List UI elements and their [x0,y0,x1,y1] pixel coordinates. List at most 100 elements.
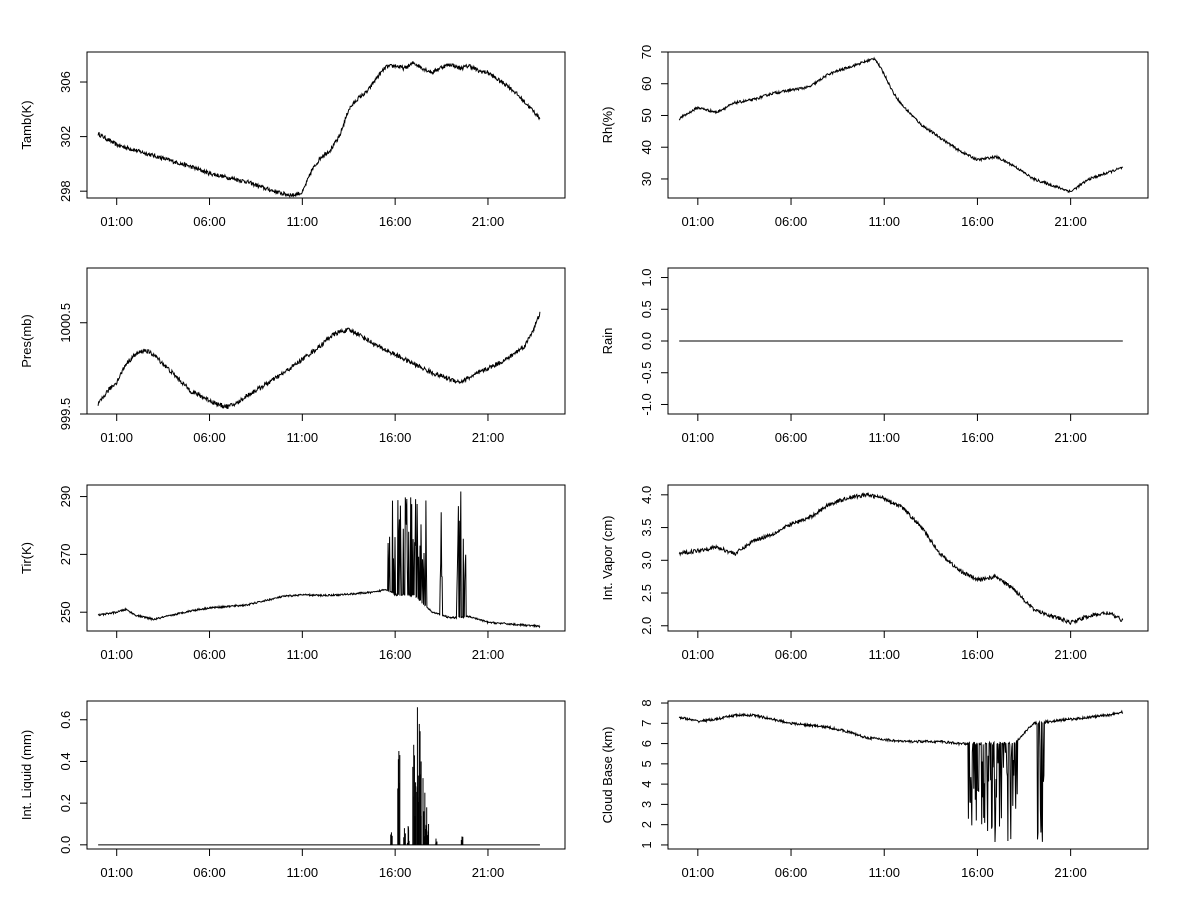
x-tick-label: 21:00 [1054,865,1087,880]
x-tick-label: 21:00 [1054,430,1087,445]
y-tick-label: 3.5 [639,519,654,537]
chart-panel-5: 01:00 06:00 11:00 16:00 21:00 250 270 290 Tir(K) [19,484,566,662]
series-line [97,491,541,629]
x-tick-label: 06:00 [193,214,226,229]
x-tick-label: 11:00 [868,214,900,229]
y-tick-label: 7 [639,720,654,727]
y-tick-label: 50 [639,108,654,122]
series-line [97,61,541,198]
y-tick-label: 290 [58,486,73,508]
y-axis-label: Tamb(K) [19,100,34,149]
x-tick-label: 16:00 [961,865,994,880]
y-tick-label: 5 [639,760,654,767]
y-tick-label: 0.0 [639,332,654,350]
x-tick-label: 16:00 [379,647,412,662]
x-tick-label: 01:00 [682,430,715,445]
y-tick-label: 2 [639,821,654,828]
y-tick-label: 2.5 [639,584,654,602]
plot-frame [86,484,566,632]
x-tick-label: 16:00 [961,214,994,229]
x-tick-label: 06:00 [775,647,808,662]
x-tick-label: 06:00 [193,647,226,662]
y-tick-label: 60 [639,77,654,91]
y-tick-label: 0.4 [58,752,73,770]
x-tick-label: 21:00 [472,865,505,880]
plot-frame [667,484,1149,632]
x-tick-label: 16:00 [961,430,994,445]
x-tick-label: 01:00 [100,214,133,229]
y-tick-label: 1 [639,841,654,848]
x-tick-label: 06:00 [775,430,808,445]
y-tick-label: 250 [58,601,73,623]
x-tick-label: 01:00 [100,430,133,445]
series-line [678,56,1124,194]
x-tick-label: 11:00 [868,647,900,662]
y-tick-label: 0.2 [58,794,73,812]
chart-panel-2: 01:00 06:00 11:00 16:00 21:00 30 40 50 60 70 Rh(%) [600,45,1149,229]
plot-frame [86,267,566,415]
y-tick-label: 1.0 [639,268,654,286]
y-tick-label: 0.6 [58,711,73,729]
chart-panel-4: 01:00 06:00 11:00 16:00 21:00 -1.0 -0.5 0.0 0.5 1… [600,267,1149,445]
y-axis-label: Pres(mb) [19,314,34,367]
x-tick-label: 11:00 [868,865,900,880]
x-tick-label: 16:00 [379,865,412,880]
x-tick-label: 21:00 [1054,647,1087,662]
chart-panel-8: 01:00 06:00 11:00 16:00 21:00 1 2 3 4 5 6 7 8 Cloud B… [600,699,1149,880]
x-tick-label: 06:00 [775,865,808,880]
y-tick-label: 6 [639,740,654,747]
x-tick-label: 21:00 [1054,214,1087,229]
x-tick-label: 16:00 [379,214,412,229]
y-axis-label: Rh(%) [600,107,615,144]
y-tick-label: 3.0 [639,551,654,569]
x-tick-label: 01:00 [100,647,133,662]
series-line [97,311,541,409]
x-tick-label: 11:00 [287,214,319,229]
y-tick-label: -1.0 [639,393,654,415]
x-tick-label: 21:00 [472,647,505,662]
plot-frame [86,700,566,850]
plot-frame [667,700,1149,850]
x-tick-label: 06:00 [193,865,226,880]
y-tick-label: 270 [58,544,73,566]
y-tick-label: 8 [639,699,654,706]
x-tick-label: 11:00 [287,647,319,662]
x-tick-label: 01:00 [100,865,133,880]
plot-frame [86,51,566,199]
x-tick-label: 21:00 [472,214,505,229]
x-tick-label: 11:00 [287,430,319,445]
y-tick-label: 0.0 [58,836,73,854]
y-axis-label: Tir(K) [19,542,34,574]
x-tick-label: 06:00 [193,430,226,445]
plot-frame [667,51,1149,199]
y-tick-label: 306 [58,71,73,93]
series-line [678,492,1124,625]
x-tick-label: 21:00 [472,430,505,445]
chart-panel-7: 01:00 06:00 11:00 16:00 21:00 0.0 0.2 0.4 0.6 Int… [19,700,566,880]
y-tick-label: 3 [639,801,654,808]
y-tick-label: 40 [639,140,654,154]
y-tick-label: 302 [58,126,73,148]
y-axis-label: Rain [600,328,615,355]
y-tick-label: 70 [639,45,654,59]
x-tick-label: 01:00 [682,865,715,880]
y-tick-label: 1000.5 [58,303,73,343]
y-tick-label: 298 [58,180,73,202]
y-tick-label: 999.5 [58,398,73,431]
y-axis-label: Cloud Base (km) [600,727,615,824]
x-tick-label: 11:00 [287,865,319,880]
y-tick-label: 2.0 [639,617,654,635]
x-tick-label: 06:00 [775,214,808,229]
y-tick-label: 30 [639,172,654,186]
x-tick-label: 16:00 [379,430,412,445]
chart-panel-3: 01:00 06:00 11:00 16:00 21:00 999.5 1000.5 Pres… [19,267,566,445]
chart-panel-6: 01:00 06:00 11:00 16:00 21:00 2.0 2.5 3.0 3.5 4.0… [600,484,1149,662]
y-tick-label: 4 [639,781,654,788]
y-tick-label: -0.5 [639,362,654,384]
y-tick-label: 4.0 [639,486,654,504]
y-axis-label: Int. Vapor (cm) [600,515,615,600]
y-tick-label: 0.5 [639,300,654,318]
x-tick-label: 11:00 [868,430,900,445]
chart-panel-1: 01:00 06:00 11:00 16:00 21:00 298 302 306 Tamb(K… [19,51,566,229]
